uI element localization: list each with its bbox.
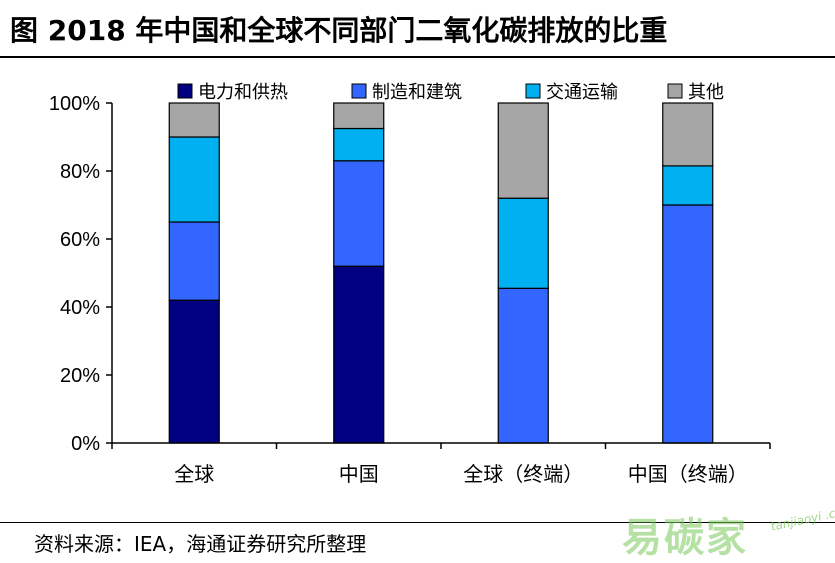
bar-segment	[168, 102, 220, 138]
bar-segment	[168, 221, 220, 301]
legend: 电力和供热 制造和建筑 交通运输 其他	[177, 82, 724, 103]
x-category-label: 全球（终端）	[463, 462, 583, 486]
title-bar: 图 2018 年中国和全球不同部门二氧化碳排放的比重	[0, 0, 835, 58]
legend-label: 交通运输	[546, 82, 618, 103]
bar-segment	[333, 102, 385, 130]
x-category-label: 中国	[339, 462, 379, 486]
bar-segment	[333, 265, 385, 444]
watermark-text: 易碳家	[622, 515, 748, 561]
legend-label: 其他	[688, 82, 724, 103]
y-tick-label: 100%	[49, 93, 100, 115]
y-tick-label: 80%	[60, 161, 100, 183]
y-axis: 0% 20% 40% 60% 80% 100%	[49, 93, 113, 455]
bar-segment	[662, 102, 714, 167]
y-tick-label: 0%	[71, 433, 100, 455]
x-category-label: 全球	[174, 462, 214, 486]
bars	[168, 102, 714, 444]
y-tick-label: 20%	[60, 365, 100, 387]
bar-segment	[333, 160, 385, 267]
x-axis: 全球 中国 全球（终端） 中国（终端）	[111, 442, 771, 486]
watermark-logo: 易碳家 tanjiaoyi .com	[622, 502, 835, 561]
legend-swatch	[351, 83, 367, 99]
legend-swatch	[177, 83, 193, 99]
watermark-domain: tanjiaoyi .com	[769, 502, 835, 534]
bar-segment	[497, 197, 549, 289]
y-tick-label: 60%	[60, 229, 100, 251]
legend-label: 制造和建筑	[372, 82, 462, 103]
bar-segment	[168, 136, 220, 223]
bar-segment	[662, 204, 714, 444]
legend-label: 电力和供热	[198, 82, 288, 103]
legend-swatch	[525, 83, 541, 99]
source-note: 资料来源：IEA，海通证券研究所整理	[34, 532, 367, 556]
bar-segment	[497, 287, 549, 444]
legend-swatch	[667, 83, 683, 99]
chart-title: 图 2018 年中国和全球不同部门二氧化碳排放的比重	[10, 14, 668, 47]
bar-segment	[497, 102, 549, 199]
bar-segment	[333, 127, 385, 162]
y-tick-label: 40%	[60, 297, 100, 319]
footer-rule	[0, 522, 835, 523]
bar-segment	[662, 165, 714, 206]
x-category-label: 中国（终端）	[628, 462, 748, 486]
bar-segment	[168, 299, 220, 444]
